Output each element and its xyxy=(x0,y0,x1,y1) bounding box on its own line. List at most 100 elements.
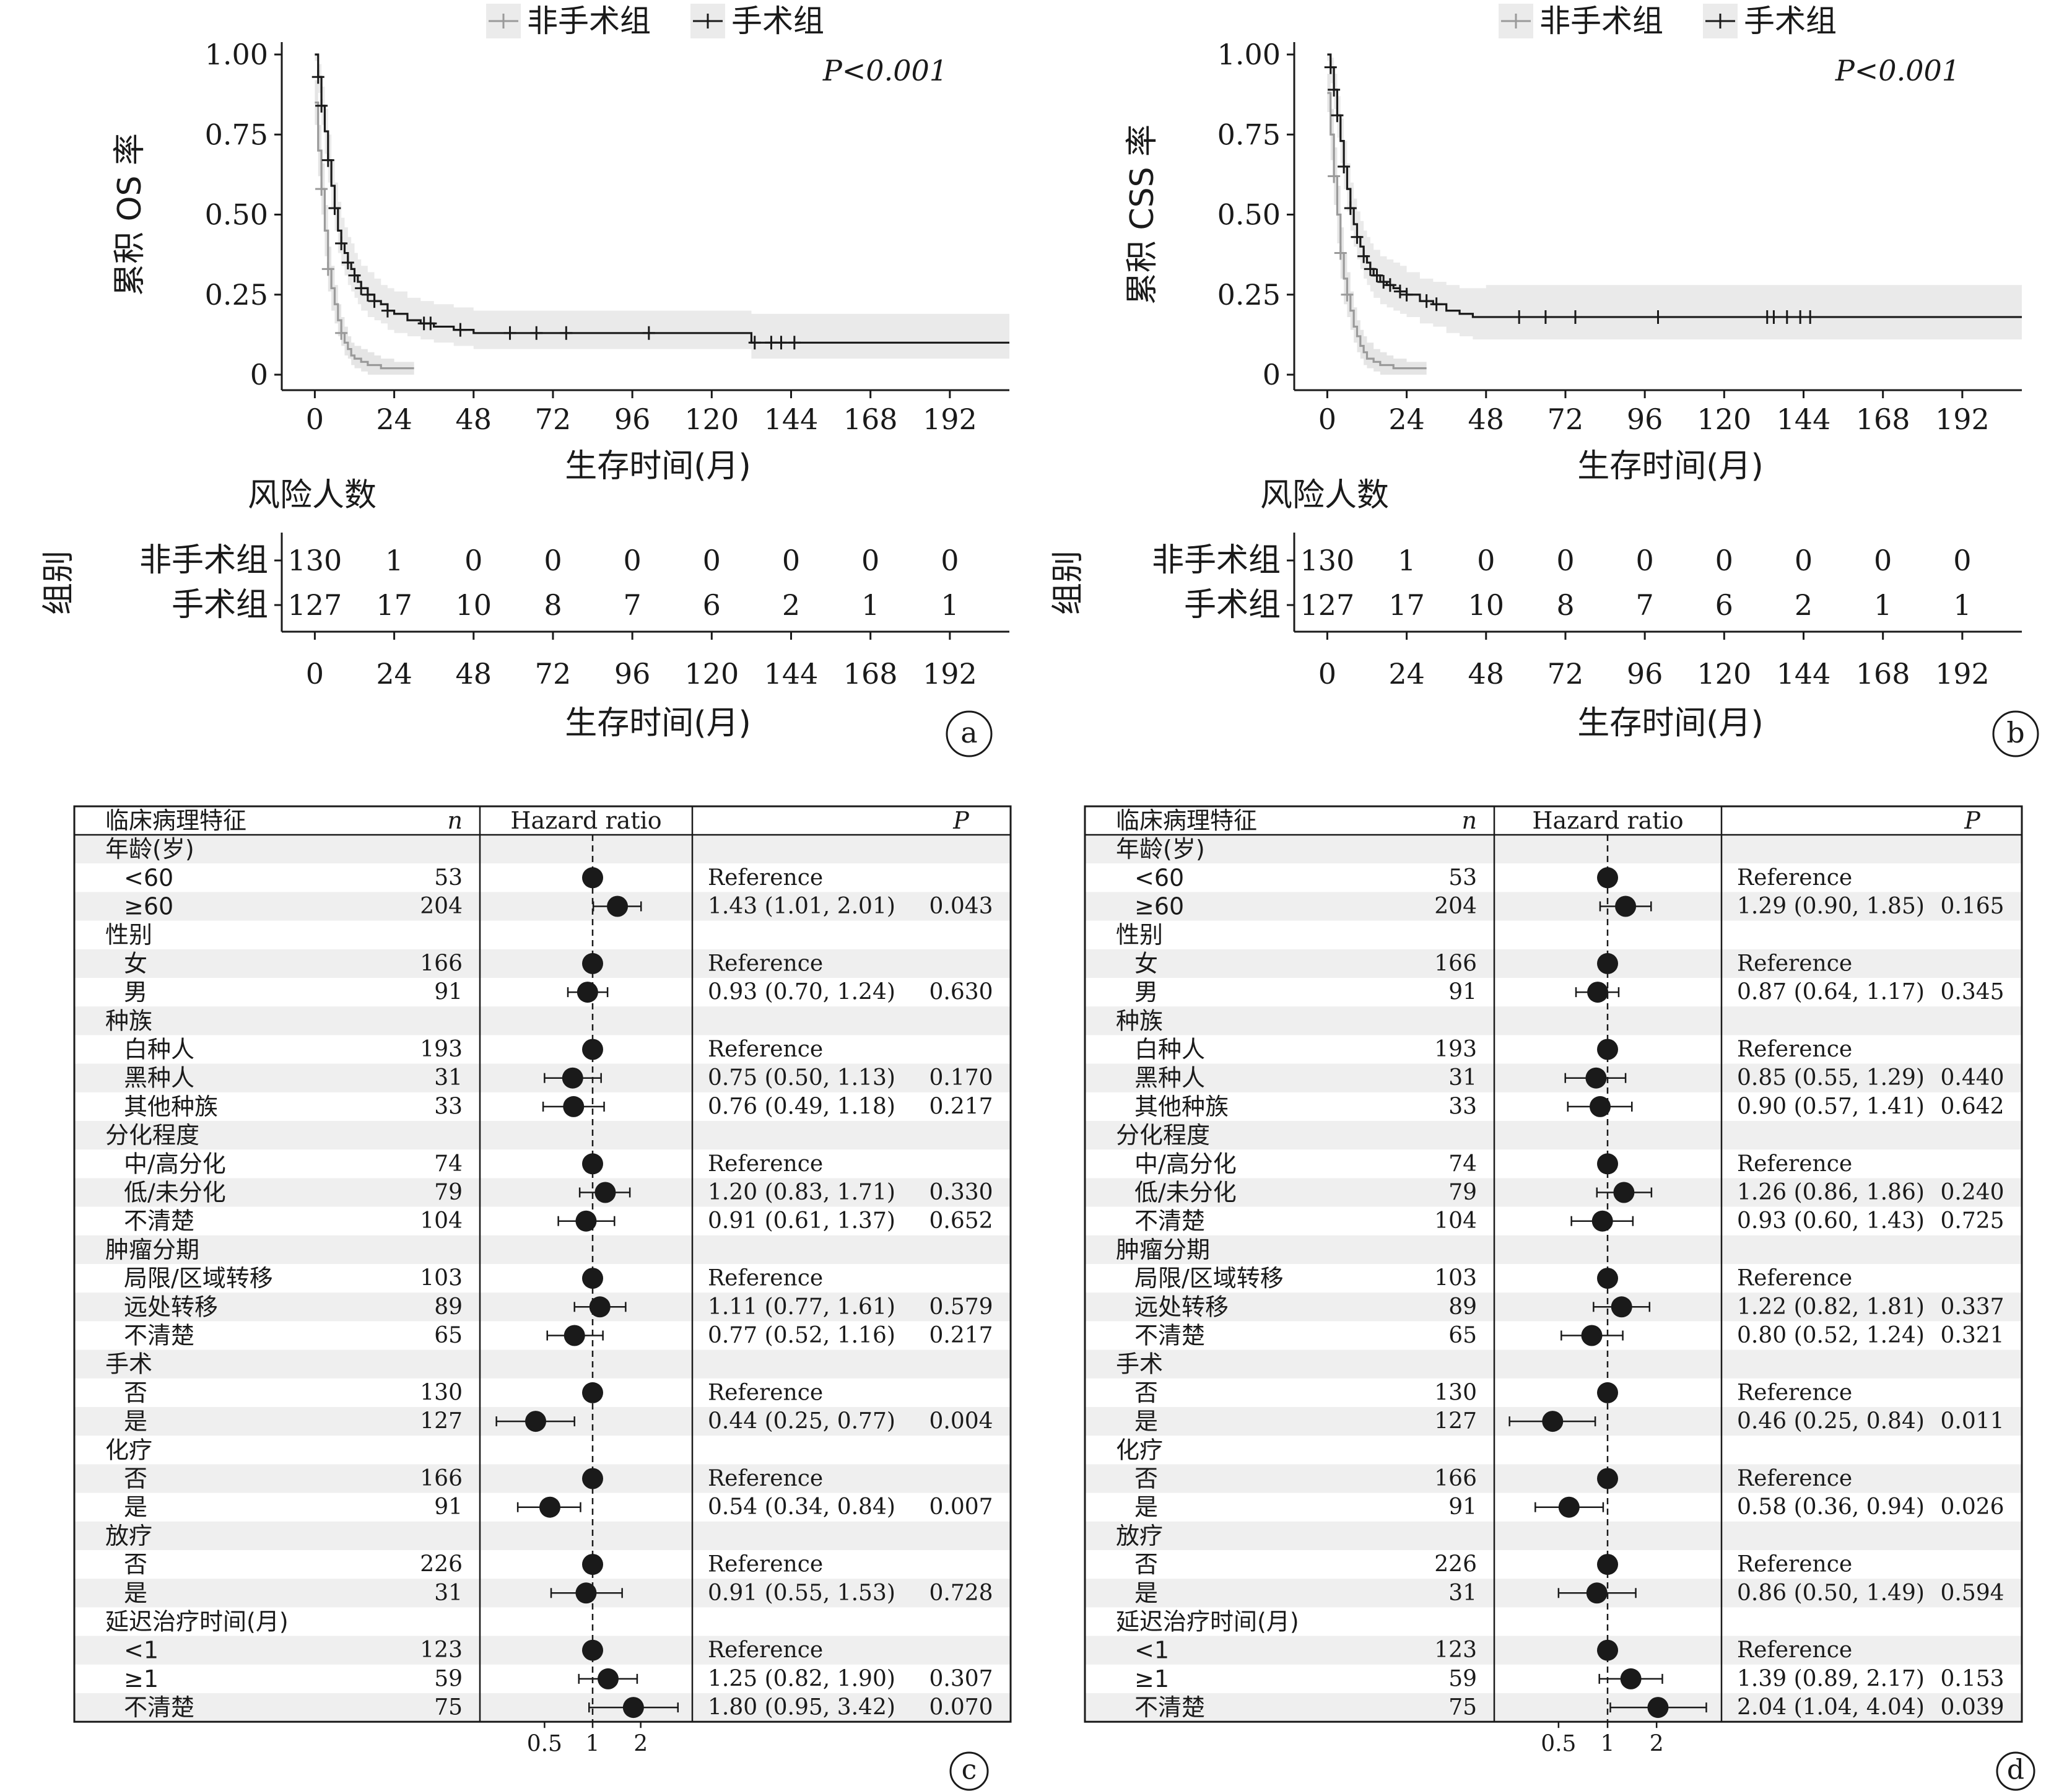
y-tick-label: 1.00 xyxy=(205,38,268,71)
p-value: 0.004 xyxy=(929,1409,993,1434)
risk-count: 6 xyxy=(1715,588,1733,622)
row-n: 59 xyxy=(434,1666,463,1691)
risk-x-tick-label: 0 xyxy=(306,657,324,691)
hr-text: Reference xyxy=(1737,1380,1852,1405)
group-label: 延迟治疗时间(月) xyxy=(1116,1608,1299,1636)
risk-count: 0 xyxy=(1953,544,1971,577)
p-value: P<0.001 xyxy=(1835,54,1960,87)
hr-point xyxy=(1589,1096,1611,1117)
group-row: 种族 xyxy=(105,1007,152,1034)
hr-point xyxy=(1597,867,1618,889)
row-label: 中/高分化 xyxy=(124,1150,226,1177)
forest-x-tick-label: 0.5 xyxy=(527,1732,562,1757)
hr-point xyxy=(582,1382,603,1403)
row-n: 166 xyxy=(1434,1466,1477,1491)
p-value: 0.165 xyxy=(1940,894,2004,919)
hr-text: 0.80 (0.52, 1.24) xyxy=(1737,1323,1925,1348)
y-axis-label: 累积 OS 率 xyxy=(111,133,149,296)
hr-text: Reference xyxy=(708,1552,823,1577)
hr-text: Reference xyxy=(1737,1637,1852,1663)
risk-x-tick-label: 144 xyxy=(764,657,819,691)
zebra-row xyxy=(1085,1235,2022,1264)
risk-count: 130 xyxy=(288,544,342,577)
row-n: 91 xyxy=(434,980,463,1005)
x-tick-label: 168 xyxy=(843,403,898,436)
hr-point xyxy=(594,1182,616,1203)
risk-count: 8 xyxy=(1556,588,1574,622)
table-row: 不清楚 65 0.80 (0.52, 1.24) 0.321 xyxy=(1134,1322,2005,1349)
group-row: 化疗 xyxy=(105,1436,152,1463)
censor-mark xyxy=(1334,246,1347,260)
row-label: 否 xyxy=(124,1379,147,1406)
hr-text: 0.93 (0.60, 1.43) xyxy=(1737,1208,1925,1234)
p-value: 0.321 xyxy=(1940,1323,2004,1348)
row-label: 否 xyxy=(1134,1465,1158,1492)
row-n: 74 xyxy=(1448,1151,1477,1177)
risk-count: 8 xyxy=(544,588,562,622)
row-label: 是 xyxy=(124,1408,147,1435)
censor-mark xyxy=(1393,284,1406,298)
p-value: 0.153 xyxy=(1940,1666,2004,1691)
risk-count: 0 xyxy=(1556,544,1574,577)
hr-point xyxy=(563,1096,585,1117)
table-row: 否 130 Reference xyxy=(1134,1379,1852,1406)
zebra-row xyxy=(74,1063,1011,1092)
risk-x-tick-label: 24 xyxy=(1388,657,1425,691)
zebra-row xyxy=(1085,1349,2022,1379)
zebra-row xyxy=(74,1521,1011,1550)
censor-mark xyxy=(341,256,354,270)
row-n: 166 xyxy=(420,951,463,976)
hr-text: 1.29 (0.90, 1.85) xyxy=(1737,894,1925,919)
hr-point xyxy=(1597,1639,1618,1661)
risk-x-tick-label: 144 xyxy=(1777,657,1831,691)
risk-group-label: 手术组 xyxy=(172,586,268,624)
panel-badge xyxy=(949,1751,989,1791)
hr-point xyxy=(1591,1210,1613,1232)
group-row: 分化程度 xyxy=(1116,1122,1210,1149)
panel-badge-label: c xyxy=(962,1754,977,1786)
risk-count: 0 xyxy=(623,544,641,577)
hr-text: Reference xyxy=(1737,1266,1852,1291)
hr-text: Reference xyxy=(708,951,823,976)
censor-mark xyxy=(1430,297,1443,312)
zebra-row xyxy=(1085,1521,2022,1550)
censor-mark xyxy=(642,326,655,340)
p-value: 0.217 xyxy=(929,1094,993,1119)
row-label: 是 xyxy=(1134,1408,1158,1435)
row-label: 是 xyxy=(124,1494,147,1521)
risk-x-tick-label: 120 xyxy=(684,657,739,691)
risk-x-tick-label: 192 xyxy=(1935,657,1990,691)
group-row: 性别 xyxy=(1116,922,1163,949)
zebra-row xyxy=(1085,892,2022,921)
x-tick-label: 144 xyxy=(764,403,819,436)
p-value: 0.652 xyxy=(929,1208,993,1234)
hr-point xyxy=(582,1153,603,1175)
x-tick-label: 72 xyxy=(1547,403,1584,436)
censor-mark xyxy=(381,303,394,318)
hr-text: 0.86 (0.50, 1.49) xyxy=(1737,1580,1925,1606)
censor-mark xyxy=(355,281,368,295)
table-row: 低/未分化 79 1.26 (0.86, 1.86) 0.240 xyxy=(1134,1179,2005,1206)
x-tick-label: 120 xyxy=(1697,403,1751,436)
hr-text: 0.44 (0.25, 0.77) xyxy=(708,1409,895,1434)
risk-x-tick-label: 48 xyxy=(455,657,492,691)
zebra-row xyxy=(1085,835,2022,864)
p-value: 0.043 xyxy=(929,894,993,919)
hr-text: 1.20 (0.83, 1.71) xyxy=(708,1180,895,1205)
censor-mark xyxy=(361,287,374,302)
censor-mark xyxy=(1804,310,1817,324)
hr-text: 2.04 (1.04, 4.04) xyxy=(1737,1695,1925,1720)
group-label: 种族 xyxy=(1116,1007,1163,1034)
zebra-row xyxy=(74,1006,1011,1035)
zebra-row xyxy=(1085,949,2022,978)
hr-point xyxy=(1620,1668,1642,1689)
risk-count: 130 xyxy=(1300,544,1355,577)
row-label: 否 xyxy=(1134,1551,1158,1578)
table-row: <60 53 Reference xyxy=(124,864,823,891)
hr-point xyxy=(1597,1382,1618,1403)
censor-mark xyxy=(454,323,467,337)
risk-x-tick-label: 120 xyxy=(1697,657,1751,691)
group-row: 化疗 xyxy=(1116,1436,1163,1463)
hr-text: 0.85 (0.55, 1.29) xyxy=(1737,1065,1925,1091)
table-row: 是 127 0.46 (0.25, 0.84) 0.011 xyxy=(1134,1408,2005,1435)
